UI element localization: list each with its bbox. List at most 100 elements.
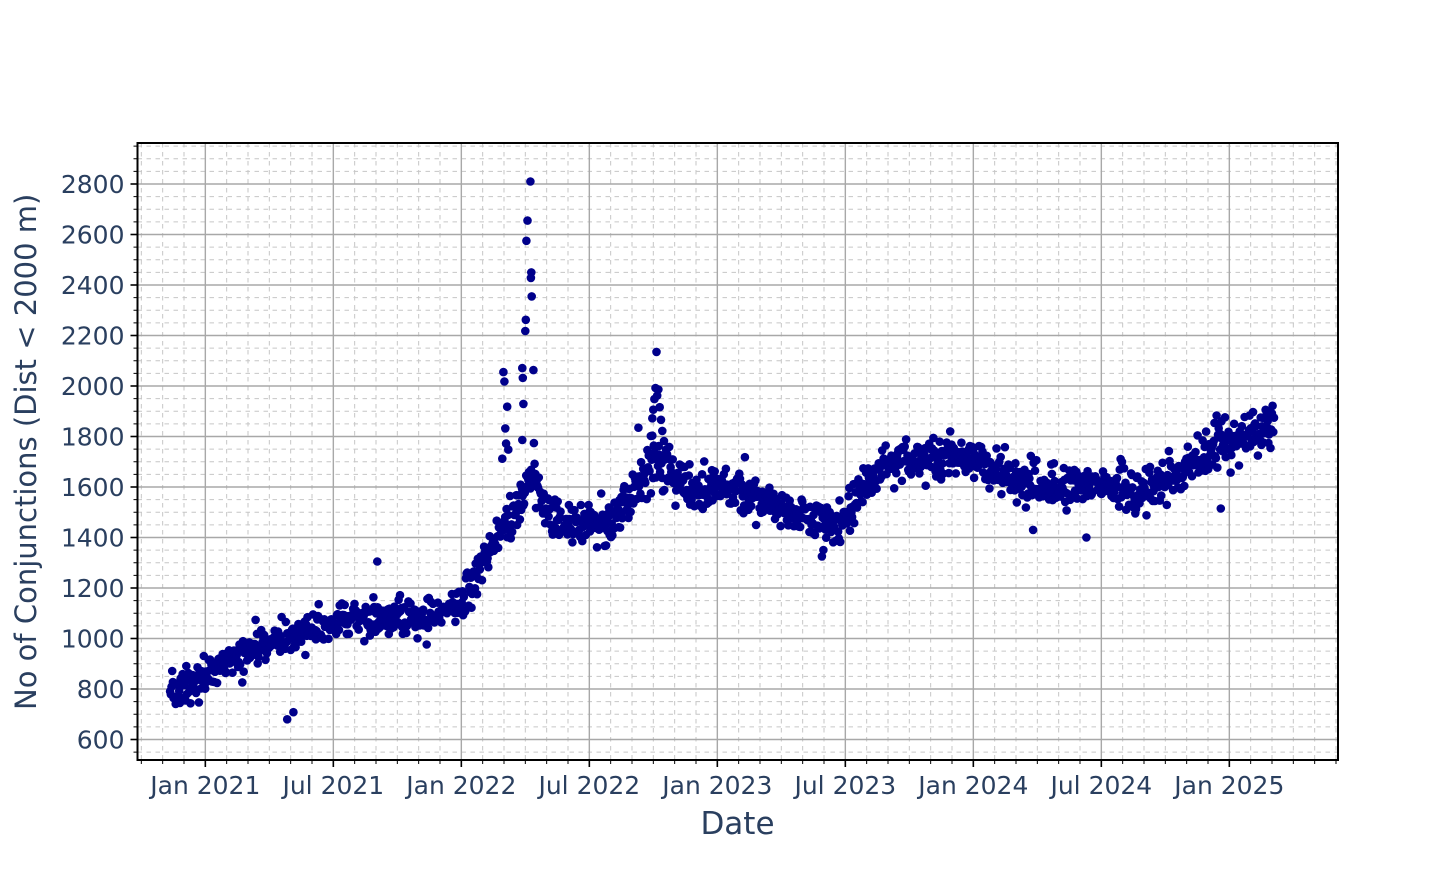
data-point bbox=[1220, 413, 1230, 422]
data-point bbox=[576, 500, 586, 510]
data-point bbox=[1216, 504, 1226, 513]
data-point bbox=[504, 445, 513, 454]
data-point bbox=[503, 510, 513, 520]
data-point bbox=[721, 464, 731, 474]
data-point bbox=[1178, 472, 1188, 482]
data-point bbox=[1032, 455, 1041, 465]
data-point bbox=[1198, 436, 1207, 445]
y-tick-label: 2000 bbox=[61, 372, 125, 401]
data-point bbox=[506, 534, 516, 543]
data-point bbox=[519, 499, 529, 509]
data-point bbox=[915, 469, 924, 478]
data-point bbox=[212, 678, 222, 688]
data-point bbox=[239, 667, 248, 676]
data-point bbox=[501, 424, 510, 433]
data-point bbox=[451, 617, 460, 627]
data-point bbox=[668, 455, 677, 464]
data-point bbox=[281, 617, 291, 627]
x-tick-label: Jul 2024 bbox=[1048, 771, 1152, 800]
data-point bbox=[369, 593, 378, 602]
y-tick-label: 1400 bbox=[61, 524, 125, 553]
y-tick-label: 1000 bbox=[61, 625, 125, 654]
data-point bbox=[654, 441, 663, 451]
data-point bbox=[1011, 459, 1020, 468]
data-point bbox=[1030, 466, 1040, 476]
data-point bbox=[889, 484, 899, 493]
data-point bbox=[496, 532, 505, 541]
data-point bbox=[1028, 525, 1038, 535]
data-point bbox=[849, 518, 859, 528]
data-point bbox=[354, 625, 364, 634]
data-point bbox=[1269, 413, 1279, 423]
data-point bbox=[765, 483, 774, 493]
data-point bbox=[1212, 411, 1221, 420]
data-point bbox=[684, 471, 694, 480]
data-point bbox=[833, 527, 843, 536]
data-point bbox=[776, 521, 785, 531]
data-point bbox=[1119, 464, 1129, 473]
data-point bbox=[1005, 463, 1015, 473]
data-point bbox=[658, 426, 667, 436]
data-point bbox=[553, 497, 562, 506]
data-point bbox=[617, 513, 627, 523]
data-point bbox=[523, 216, 532, 225]
data-point bbox=[901, 435, 911, 444]
data-point bbox=[992, 444, 1001, 453]
data-point bbox=[900, 442, 909, 451]
data-point bbox=[406, 599, 415, 608]
data-point bbox=[186, 699, 195, 708]
data-point bbox=[842, 518, 852, 528]
data-point bbox=[529, 365, 538, 375]
y-axis-title: No of Conjunctions (Dist < 2000 m) bbox=[9, 193, 43, 710]
data-point bbox=[985, 484, 994, 493]
data-point bbox=[467, 603, 476, 612]
scatter-points bbox=[165, 177, 1279, 724]
data-point bbox=[835, 537, 845, 547]
data-point bbox=[418, 605, 428, 614]
data-point bbox=[1253, 451, 1263, 460]
data-point bbox=[360, 636, 369, 646]
x-tick-label: Jul 2021 bbox=[280, 771, 384, 800]
data-point bbox=[845, 526, 855, 535]
data-point bbox=[636, 457, 646, 467]
data-point bbox=[1112, 473, 1122, 483]
data-point bbox=[228, 668, 237, 677]
data-point bbox=[1213, 463, 1222, 472]
data-point bbox=[996, 452, 1005, 462]
data-point bbox=[659, 436, 669, 446]
data-point bbox=[459, 592, 469, 602]
data-point bbox=[475, 565, 485, 574]
data-point bbox=[570, 505, 579, 515]
data-point bbox=[951, 469, 961, 478]
data-point bbox=[493, 543, 503, 553]
data-point bbox=[858, 497, 867, 507]
data-point bbox=[413, 634, 422, 643]
data-point bbox=[314, 599, 324, 609]
data-point bbox=[596, 489, 606, 498]
data-point bbox=[694, 481, 703, 491]
data-point bbox=[730, 498, 740, 508]
data-point bbox=[1180, 481, 1189, 491]
data-point bbox=[350, 599, 359, 609]
data-point bbox=[261, 655, 270, 665]
x-tick-label: Jan 2023 bbox=[660, 771, 772, 800]
data-point bbox=[472, 589, 482, 599]
data-point bbox=[652, 347, 661, 357]
data-point bbox=[1000, 442, 1010, 452]
data-point bbox=[334, 625, 344, 635]
grid-minor bbox=[137, 143, 1338, 760]
data-point bbox=[997, 489, 1006, 499]
data-point bbox=[641, 478, 650, 488]
plot-frame bbox=[136, 142, 1339, 761]
data-point bbox=[821, 533, 831, 542]
data-point bbox=[584, 500, 593, 510]
data-point bbox=[1025, 474, 1034, 483]
data-point bbox=[1082, 533, 1091, 542]
data-point bbox=[1248, 407, 1258, 417]
data-point bbox=[1234, 461, 1244, 470]
data-point bbox=[957, 438, 966, 448]
data-point bbox=[661, 445, 671, 454]
data-point bbox=[1201, 427, 1211, 436]
data-point bbox=[938, 459, 947, 468]
data-point bbox=[521, 315, 531, 325]
